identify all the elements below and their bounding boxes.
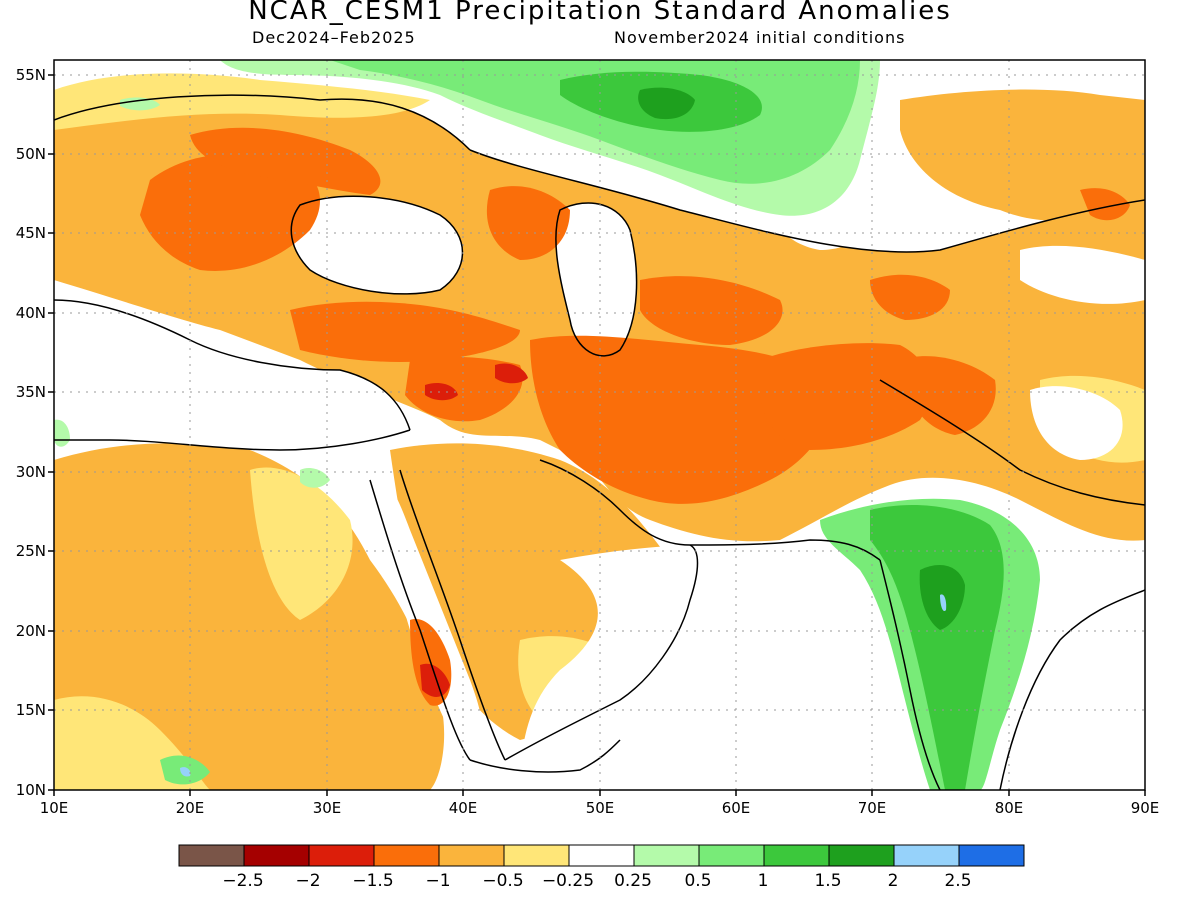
- europe-outline: [54, 94, 471, 151]
- colorbar-label-3: −1.5: [352, 871, 393, 891]
- anomaly-region-dark-orange-ukraine: [190, 127, 381, 195]
- lon-labels: 10E 20E 30E 40E 50E 60E 70E 80E 90E: [40, 799, 1160, 817]
- anomaly-region-neutral-arabian-sea: [520, 544, 897, 790]
- map-title: NCAR_CESM1 Precipitation Standard Anomal…: [248, 0, 952, 26]
- lon-label-60e: 60E: [722, 799, 751, 817]
- lon-label-40e: 40E: [449, 799, 478, 817]
- anomaly-region-neutral-black-sea: [291, 196, 463, 294]
- anomaly-region-blue-india: [940, 594, 947, 612]
- lat-label-15n: 15N: [16, 701, 46, 719]
- lon-label-80e: 80E: [995, 799, 1024, 817]
- colorbar-swatch: [828, 844, 895, 867]
- anomaly-region-red-syria: [495, 363, 528, 384]
- colorbar-label-12: 2.5: [944, 871, 971, 891]
- lat-label-20n: 20N: [16, 622, 46, 640]
- lat-label-50n: 50N: [16, 145, 46, 163]
- anomaly-region-light-green-alps: [120, 97, 160, 111]
- anomaly-region-dark-green-russia: [638, 87, 695, 120]
- colorbar-label-2: −2: [295, 871, 320, 891]
- colorbar-swatch: [568, 844, 635, 867]
- anomaly-region-blue-chad: [180, 767, 191, 777]
- colorbar-swatch: [633, 844, 700, 867]
- anomaly-region-dark-orange-kashmir: [900, 356, 996, 435]
- india-west-coast: [879, 559, 941, 790]
- red-sea-coast-west: [369, 479, 471, 761]
- anomaly-region-yellow-alps: [54, 73, 430, 130]
- lat-label-35n: 35N: [16, 383, 46, 401]
- mediterranean-coast-north: [54, 299, 411, 431]
- colorbar-swatch: [178, 844, 245, 867]
- lat-label-25n: 25N: [16, 542, 46, 560]
- lat-label-10n: 10N: [16, 781, 46, 799]
- anomaly-region-dark-orange-caucasus: [486, 186, 570, 260]
- anomaly-region-neutral-tibet: [1030, 386, 1123, 460]
- india-east-coast: [999, 589, 1145, 790]
- colorbar-label-5: −0.5: [482, 871, 523, 891]
- colorbar-swatch: [763, 844, 830, 867]
- initial-conditions: November2024 initial conditions: [614, 28, 906, 47]
- himalaya-border: [879, 379, 1145, 506]
- forecast-period: Dec2024–Feb2025: [252, 28, 416, 47]
- colorbar-label-8: 0.5: [684, 871, 711, 891]
- colorbar-swatch: [893, 844, 960, 867]
- caspian-coast: [555, 202, 638, 357]
- colorbar-label-4: −1: [425, 871, 450, 891]
- anomaly-region-light-green-egypt: [300, 468, 330, 488]
- anomaly-field: [54, 60, 1145, 790]
- lat-label-30n: 30N: [16, 463, 46, 481]
- colorbar-swatch: [958, 844, 1025, 867]
- lat-labels: 55N 50N 45N 40N 35N 30N 25N 20N 15N 10N: [16, 66, 46, 799]
- lon-label-70e: 70E: [858, 799, 887, 817]
- colorbar-label-10: 1.5: [814, 871, 841, 891]
- anomaly-region-dark-orange-tajik: [870, 274, 950, 320]
- tick-marks: [48, 74, 1146, 796]
- lon-label-10e: 10E: [40, 799, 69, 817]
- anomaly-region-neutral-caspian: [555, 202, 637, 356]
- colorbar-swatch: [308, 844, 375, 867]
- colorbar-swatch: [698, 844, 765, 867]
- lat-label-55n: 55N: [16, 66, 46, 84]
- lon-label-50e: 50E: [586, 799, 615, 817]
- colorbar-swatch: [243, 844, 310, 867]
- anomaly-region-neutral-red-sea: [370, 477, 484, 760]
- anomaly-region-neutral-mongolia: [1020, 245, 1145, 304]
- lon-label-90e: 90E: [1131, 799, 1160, 817]
- colorbar-swatch: [503, 844, 570, 867]
- colorbar-swatch: [373, 844, 440, 867]
- anomaly-region-red-iraq: [425, 383, 458, 401]
- anomaly-region-dark-orange-syria: [405, 356, 523, 422]
- arabia-south-coast: [504, 544, 699, 761]
- colorbar-swatch: [438, 844, 505, 867]
- anomaly-region-light-orange-mongolia: [900, 89, 1145, 221]
- anomaly-region-medium-green-india: [870, 505, 1004, 790]
- colorbar-label-1: −2.5: [222, 871, 263, 891]
- horn-of-africa-coast: [469, 739, 621, 773]
- anomaly-region-dark-orange-afghanistan: [760, 343, 931, 450]
- colorbar-label-6: −0.25: [542, 871, 594, 891]
- lat-label-45n: 45N: [16, 224, 46, 242]
- colorbar-label-7: 0.25: [614, 871, 652, 891]
- asia-border: [469, 149, 1145, 253]
- colorbar-label-9: 1: [758, 871, 769, 891]
- red-sea-coast-east: [399, 469, 506, 761]
- graticule: [54, 60, 1145, 790]
- anomaly-region-dark-orange-iran: [530, 335, 832, 504]
- anomaly-region-dark-orange-balkans: [140, 154, 320, 271]
- black-sea-coast: [290, 195, 464, 295]
- iran-pakistan-coast: [689, 539, 881, 561]
- anomaly-region-red-ethiopia: [420, 663, 450, 697]
- colorbar: [178, 844, 1025, 867]
- lon-label-20e: 20E: [176, 799, 205, 817]
- anomaly-region-dark-orange-turkmen: [640, 276, 783, 345]
- coastlines: [54, 94, 1145, 790]
- lon-label-30e: 30E: [313, 799, 342, 817]
- mediterranean-coast-south: [54, 429, 411, 451]
- persian-gulf-coast: [539, 459, 691, 546]
- anomaly-region-neutral-mediterranean: [54, 300, 410, 450]
- anomaly-region-dark-orange-mongolia: [1080, 188, 1130, 221]
- colorbar-label-11: 2: [888, 871, 899, 891]
- lat-label-40n: 40N: [16, 304, 46, 322]
- colorbar-labels: −2.5 −2 −1.5 −1 −0.5 −0.25 0.25 0.5 1 1.…: [222, 871, 971, 891]
